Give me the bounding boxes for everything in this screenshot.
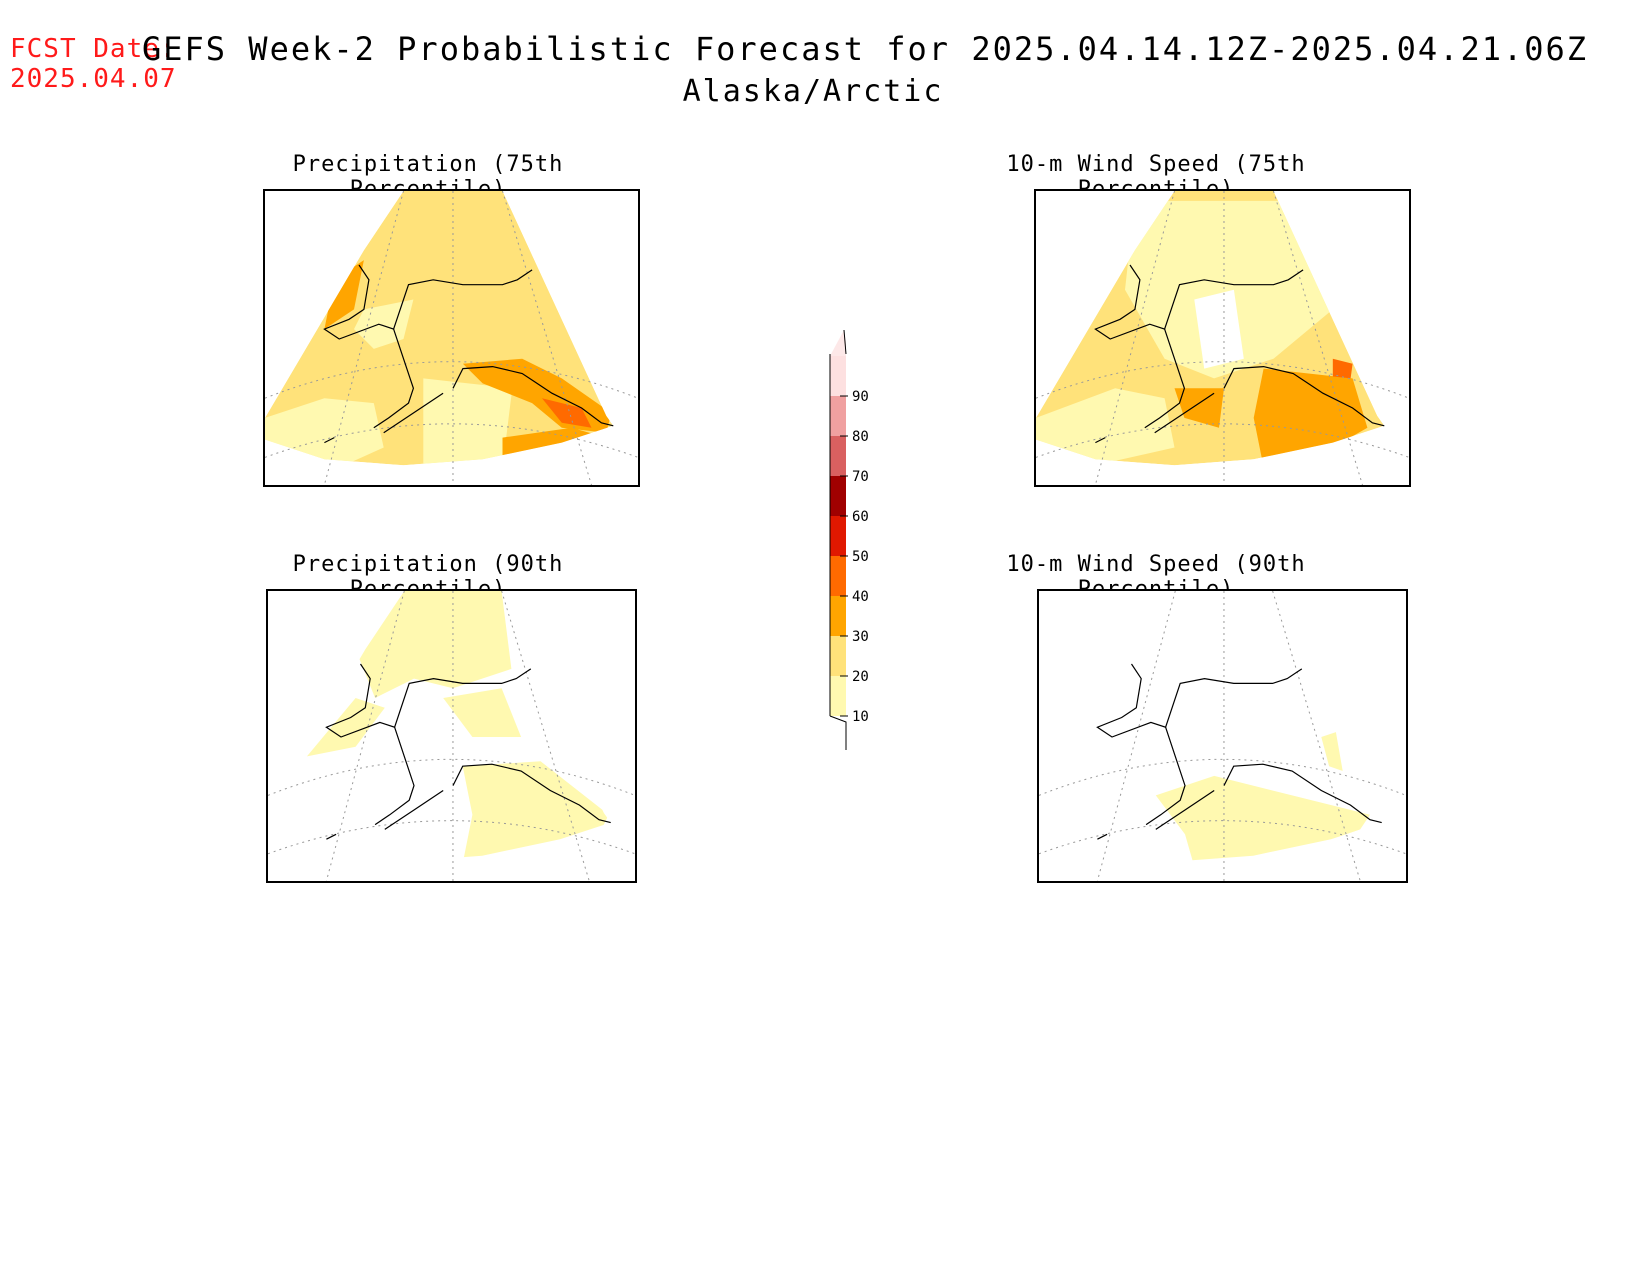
forecast-date-label: FCST Date: 2025.04.07 [10, 34, 177, 94]
legend-swatch [830, 436, 846, 476]
legend-tick-label: 20 [852, 669, 869, 685]
region-title: Alaska/Arctic [682, 74, 944, 109]
legend-tick-label: 70 [852, 469, 869, 485]
map-wind-75 [1034, 189, 1411, 487]
map-wind-90 [1037, 589, 1408, 883]
legend-tick-label: 40 [852, 589, 869, 605]
legend-tick-label: 50 [852, 549, 869, 565]
map-precip-90 [266, 589, 637, 883]
legend-swatch [830, 516, 846, 556]
legend-swatch [830, 396, 846, 436]
legend-swatch [830, 596, 846, 636]
legend-swatch [830, 476, 846, 516]
legend-tick-label: 30 [852, 629, 869, 645]
legend-swatch [830, 356, 846, 396]
fcst-date-value: 2025.04.07 [10, 64, 177, 94]
legend-tick-label: 60 [852, 509, 869, 525]
legend-tick-label: 10 [852, 709, 869, 725]
fcst-date-caption: FCST Date: [10, 34, 177, 64]
legend-swatch [830, 556, 846, 596]
legend-swatch [830, 636, 846, 676]
main-title: GEFS Week-2 Probabilistic Forecast for 2… [141, 30, 1589, 68]
legend-tick-label: 80 [852, 429, 869, 445]
map-precip-75 [263, 189, 640, 487]
legend-swatch [830, 676, 846, 716]
legend-tick-label: 90 [852, 389, 869, 405]
color-legend: 10 20 30 40 50 60 70 80 90 [829, 330, 869, 750]
